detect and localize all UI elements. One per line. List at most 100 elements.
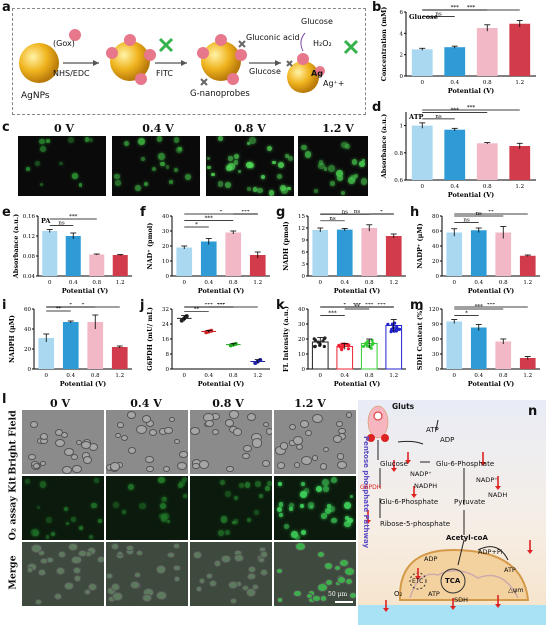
row-label-merge: Merge [7, 555, 19, 590]
cell-outline [348, 592, 356, 600]
y-tick-label: 0 [400, 74, 404, 80]
cell-outline [293, 462, 300, 468]
cell-outline [71, 555, 82, 564]
cell-outline [136, 425, 148, 435]
data-point [346, 347, 351, 351]
cell-blob [288, 507, 293, 512]
y-tick-label: 12 [298, 226, 305, 232]
node-ribose5p: Ribose-5-phosphate [380, 520, 451, 528]
cell-blob [32, 529, 40, 537]
cell-blob [323, 167, 327, 171]
sig-label: *** [241, 210, 250, 215]
y-tick-label: 0 [302, 367, 306, 373]
y-tick-label: 6 [302, 250, 306, 256]
y-tick-label: 4 [400, 31, 404, 37]
cell-outline [127, 410, 137, 419]
cell-outline [312, 594, 321, 603]
sig-label: *** [487, 303, 496, 308]
x-axis-label: Potential (V) [334, 287, 381, 295]
cell-blob [127, 484, 134, 491]
cell-blob [26, 167, 30, 171]
cell-blob [300, 529, 306, 536]
x-tick-label: 1.2 [515, 80, 524, 86]
cell-blob [244, 482, 251, 488]
cell-blob [345, 144, 351, 150]
bar-0.4 [336, 346, 354, 370]
cell-blob [158, 152, 166, 160]
cell-blob [360, 178, 368, 185]
node-glucose: Glucose [380, 460, 408, 468]
cell-blob [300, 503, 305, 508]
panel-k-label: k [276, 298, 285, 313]
cell-blob [173, 137, 180, 143]
y-tick-label: 20 [162, 244, 169, 250]
cell-blob [330, 181, 335, 186]
cell-blob [162, 512, 170, 520]
bar-0 [176, 247, 193, 276]
cell-outline [241, 584, 250, 591]
data-point [389, 327, 394, 332]
y-tick-label: 20 [432, 259, 439, 265]
data-point [341, 345, 345, 349]
cell-outline [87, 582, 98, 591]
data-point [370, 338, 374, 343]
cell-blob [280, 184, 286, 191]
cell-blob [159, 514, 164, 519]
brightfield-image-0.8v [190, 410, 272, 474]
cell-outline [301, 456, 313, 466]
panel-b-label: b [372, 0, 382, 15]
cell-outline [251, 438, 263, 448]
cell-blob [220, 516, 228, 523]
panel-i-label: i [2, 298, 7, 313]
cell-blob [40, 146, 47, 153]
cell-blob [35, 161, 41, 167]
node-atp-1: ATP [426, 426, 439, 434]
cell-outline [55, 438, 65, 447]
x-tick-label: 0.8 [229, 280, 238, 286]
panel-e-label: e [2, 205, 11, 220]
cell-blob [277, 161, 284, 168]
pentose-pathway-label: Pentose phosphate Pathway [362, 435, 370, 549]
cell-blob [159, 502, 166, 509]
y-tick-label: 40 [298, 307, 305, 313]
cell-outline [135, 550, 143, 557]
chart-atp: 0.6 0.8 1 0 0.4 0.8 1.2 Potential (V) Absorbance… [380, 105, 536, 199]
x-tick-label: 1.2 [389, 373, 398, 379]
fluorescence-image-0v [18, 136, 106, 196]
cell-outline [142, 594, 153, 603]
cell-outline [332, 434, 342, 443]
panel-l-condition-1: 0.4 V [130, 397, 162, 410]
x-tick-label: 0 [453, 373, 457, 379]
x-tick-label: 0.4 [450, 184, 459, 190]
cell-outline [221, 555, 231, 564]
cell-blob [260, 174, 265, 179]
node-sdh: SDH [454, 596, 469, 604]
y-tick-label: 16 [162, 337, 169, 343]
chart-nadph: 0 20 40 60 0 0.4 0.8 1.2 Potential (V) NADPH (μM)… [8, 303, 132, 388]
cell-blob [224, 530, 231, 536]
cell-blob [322, 485, 330, 493]
scale-bar [335, 601, 353, 603]
x-tick-label: 0.4 [204, 373, 213, 379]
cell-blob [233, 519, 239, 524]
panel-c-condition-1: 0.4 V [142, 122, 174, 135]
brightfield-image-0.4v [106, 410, 188, 474]
y-tick-label: 0 [436, 274, 440, 280]
y-tick-label: 90 [432, 322, 439, 328]
sig-label: ns [435, 114, 442, 120]
cell-blob [304, 151, 312, 159]
cell-blob [301, 481, 306, 486]
y-tick-label: 60 [24, 307, 31, 313]
bar-0.8 [361, 228, 378, 276]
bar-1.2 [519, 255, 536, 276]
y-tick-label: 6 [400, 10, 404, 16]
cell-outline [228, 410, 240, 420]
cell-blob [144, 182, 148, 187]
cell-outline [335, 421, 343, 428]
sig-label: *** [205, 303, 214, 308]
cell-outline [39, 432, 48, 440]
cell-outline [336, 460, 347, 470]
cell-outline [209, 580, 218, 588]
x-tick-label: 1.2 [389, 280, 398, 286]
cell-blob [218, 136, 223, 141]
